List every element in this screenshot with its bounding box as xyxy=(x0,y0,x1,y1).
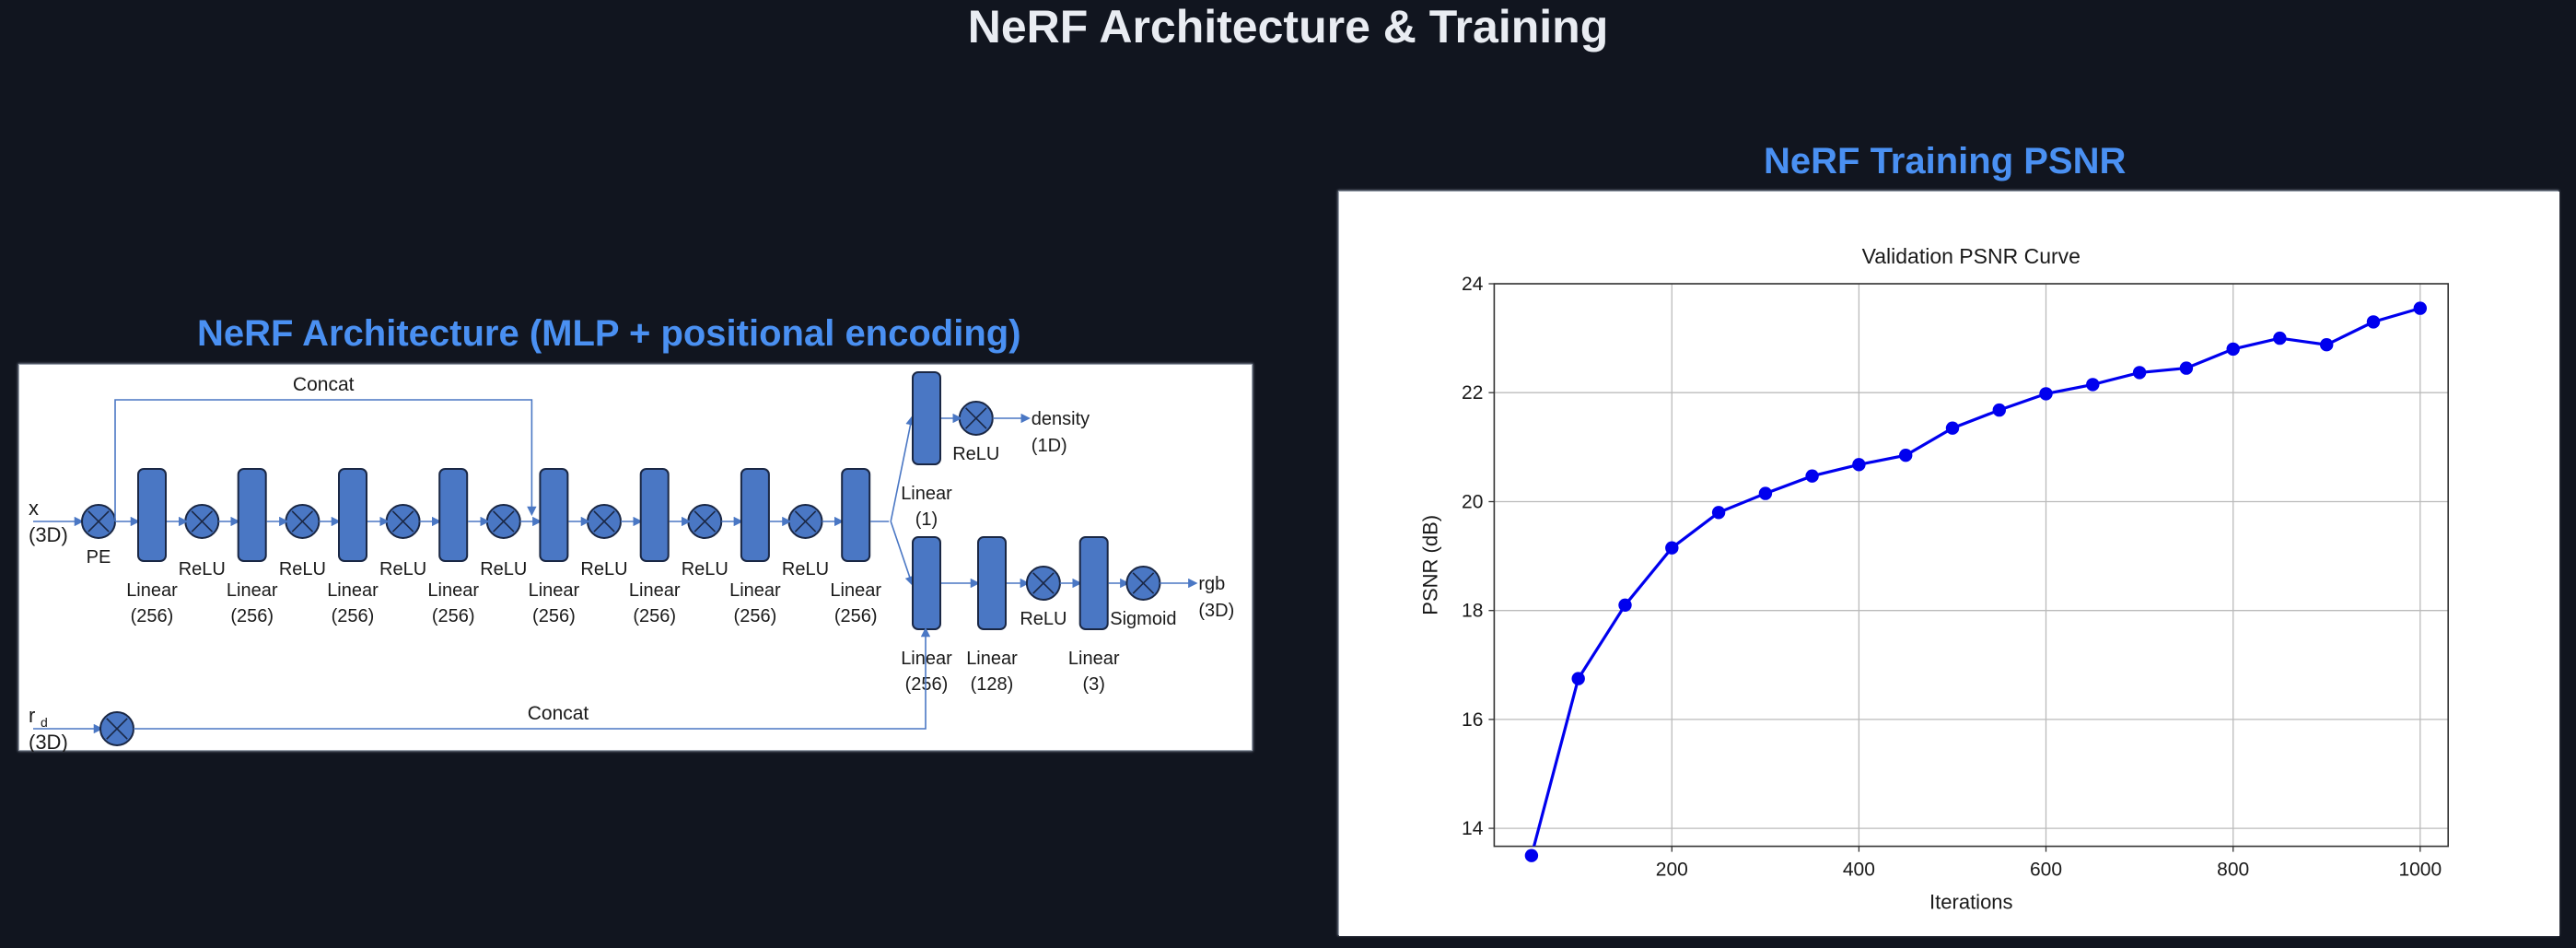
svg-text:200: 200 xyxy=(1656,860,1688,881)
svg-text:ReLU: ReLU xyxy=(1020,609,1067,629)
svg-text:16: 16 xyxy=(1462,709,1483,731)
svg-text:Validation PSNR Curve: Validation PSNR Curve xyxy=(1862,244,2081,268)
svg-text:Linear: Linear xyxy=(126,580,178,601)
svg-text:Linear: Linear xyxy=(529,580,580,601)
svg-text:Linear: Linear xyxy=(830,580,881,601)
svg-text:r: r xyxy=(29,704,35,727)
svg-text:Linear: Linear xyxy=(227,580,278,601)
svg-text:(256): (256) xyxy=(131,606,174,626)
svg-text:Linear: Linear xyxy=(427,580,479,601)
svg-text:ReLU: ReLU xyxy=(580,559,627,579)
svg-text:Linear: Linear xyxy=(966,649,1018,669)
svg-text:Concat: Concat xyxy=(293,374,355,395)
svg-text:(256): (256) xyxy=(532,606,576,626)
svg-text:ReLU: ReLU xyxy=(782,559,829,579)
svg-text:ReLU: ReLU xyxy=(379,559,426,579)
svg-text:Iterations: Iterations xyxy=(1929,891,2013,914)
svg-text:(1): (1) xyxy=(915,509,938,530)
svg-text:(3D): (3D) xyxy=(29,731,68,752)
svg-text:PE: PE xyxy=(87,547,111,568)
svg-text:(1D): (1D) xyxy=(1032,436,1067,456)
svg-text:ReLU: ReLU xyxy=(480,559,527,579)
svg-text:400: 400 xyxy=(1843,860,1875,881)
svg-text:Linear: Linear xyxy=(629,580,681,601)
svg-text:14: 14 xyxy=(1462,818,1484,839)
svg-text:(3D): (3D) xyxy=(29,523,68,546)
svg-text:600: 600 xyxy=(2030,860,2062,881)
svg-text:Linear: Linear xyxy=(1068,649,1120,669)
svg-text:ReLU: ReLU xyxy=(279,559,326,579)
svg-text:Linear: Linear xyxy=(327,580,379,601)
svg-text:18: 18 xyxy=(1462,601,1483,622)
svg-text:22: 22 xyxy=(1462,382,1483,404)
svg-text:d: d xyxy=(41,715,48,730)
svg-text:(256): (256) xyxy=(905,674,949,695)
svg-text:rgb: rgb xyxy=(1198,574,1225,594)
svg-text:ReLU: ReLU xyxy=(952,444,999,464)
svg-text:Sigmoid: Sigmoid xyxy=(1110,609,1176,629)
svg-text:20: 20 xyxy=(1462,492,1483,513)
svg-text:(256): (256) xyxy=(332,606,375,626)
svg-text:(256): (256) xyxy=(834,606,878,626)
svg-text:1000: 1000 xyxy=(2398,860,2442,881)
svg-text:(3D): (3D) xyxy=(1198,601,1234,621)
svg-text:(256): (256) xyxy=(734,606,777,626)
svg-text:ReLU: ReLU xyxy=(179,559,226,579)
svg-text:x: x xyxy=(29,497,39,520)
svg-text:density: density xyxy=(1032,409,1090,429)
svg-text:(256): (256) xyxy=(230,606,274,626)
svg-text:Linear: Linear xyxy=(901,649,952,669)
svg-text:24: 24 xyxy=(1462,274,1484,295)
svg-text:Linear: Linear xyxy=(901,484,952,504)
svg-text:Linear: Linear xyxy=(729,580,781,601)
svg-text:(128): (128) xyxy=(971,674,1014,695)
svg-text:ReLU: ReLU xyxy=(682,559,729,579)
svg-text:800: 800 xyxy=(2217,860,2249,881)
svg-text:Concat: Concat xyxy=(528,703,589,724)
svg-text:PSNR (dB): PSNR (dB) xyxy=(1418,515,1441,615)
svg-text:(3): (3) xyxy=(1082,674,1104,695)
svg-text:(256): (256) xyxy=(432,606,475,626)
svg-text:(256): (256) xyxy=(633,606,676,626)
